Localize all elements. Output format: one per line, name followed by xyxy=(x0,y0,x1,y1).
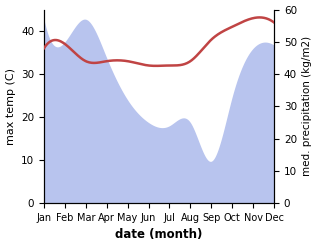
Y-axis label: med. precipitation (kg/m2): med. precipitation (kg/m2) xyxy=(302,36,313,176)
X-axis label: date (month): date (month) xyxy=(115,228,203,242)
Y-axis label: max temp (C): max temp (C) xyxy=(5,68,16,145)
